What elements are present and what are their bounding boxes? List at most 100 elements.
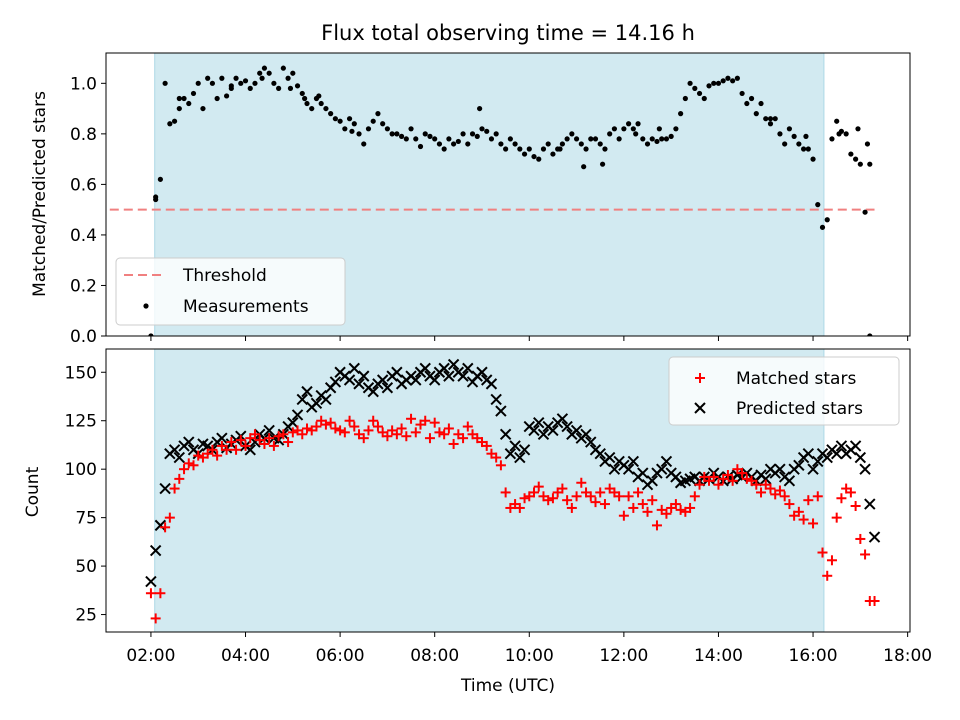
measurement-point bbox=[545, 141, 551, 147]
measurement-point bbox=[673, 126, 679, 132]
matched-star-point bbox=[249, 429, 260, 440]
measurement-point bbox=[394, 131, 400, 137]
predicted-star-point bbox=[655, 463, 668, 475]
predicted-star-point bbox=[830, 447, 843, 460]
measurement-point bbox=[503, 146, 509, 152]
matched-star-point bbox=[164, 512, 175, 523]
measurement-point bbox=[507, 136, 513, 142]
measurement-point bbox=[205, 75, 211, 81]
measurement-point bbox=[294, 83, 301, 89]
matched-star-point bbox=[311, 421, 322, 432]
measurement-point bbox=[633, 131, 639, 137]
measurement-point bbox=[687, 80, 693, 86]
predicted-star-point bbox=[301, 385, 313, 398]
predicted-star-point bbox=[438, 362, 450, 375]
matched-star-point bbox=[784, 499, 795, 510]
predicted-star-point bbox=[868, 531, 881, 543]
matched-star-point bbox=[179, 464, 190, 475]
matched-star-point bbox=[751, 479, 762, 490]
measurement-point bbox=[588, 136, 594, 142]
matched-star-point bbox=[235, 435, 246, 446]
matched-star-point bbox=[481, 440, 492, 451]
measurement-point bbox=[644, 141, 651, 147]
predicted-star-point bbox=[476, 366, 488, 378]
measurement-point bbox=[432, 136, 438, 142]
measurement-point bbox=[862, 209, 868, 215]
measurement-point bbox=[611, 126, 618, 132]
measurement-point bbox=[157, 176, 163, 182]
matched-star-point bbox=[713, 479, 724, 490]
matched-star-point bbox=[174, 473, 185, 484]
predicted-star-point bbox=[594, 447, 606, 460]
predicted-star-point bbox=[443, 370, 455, 382]
measurement-point bbox=[517, 146, 523, 152]
predicted-star-point bbox=[547, 424, 559, 437]
bottom-x-tick-label: 14:00 bbox=[694, 646, 743, 666]
predicted-star-point bbox=[556, 413, 569, 425]
measurement-point bbox=[316, 93, 322, 99]
measurement-point bbox=[706, 83, 712, 89]
matched-star-point bbox=[302, 423, 312, 434]
measurement-point bbox=[259, 75, 265, 81]
measurement-point bbox=[550, 151, 556, 157]
bottom-x-tick-label: 12:00 bbox=[599, 646, 648, 666]
measurement-point bbox=[302, 95, 308, 102]
matched-star-point bbox=[495, 460, 506, 471]
measurement-point bbox=[417, 143, 424, 150]
measurement-point bbox=[181, 95, 187, 102]
matched-star-point bbox=[145, 588, 156, 599]
measurement-point bbox=[512, 141, 518, 147]
predicted-star-point bbox=[783, 475, 796, 487]
measurement-point bbox=[786, 126, 793, 132]
predicted-star-point bbox=[216, 432, 228, 444]
measurement-point bbox=[446, 136, 452, 142]
measurement-point bbox=[498, 141, 504, 147]
matched-star-point bbox=[160, 522, 171, 533]
measurement-point bbox=[602, 146, 608, 152]
measurement-point bbox=[597, 141, 603, 147]
measurement-point bbox=[238, 80, 244, 86]
top-y-tick-label: 1.0 bbox=[70, 74, 97, 94]
measurement-point bbox=[526, 146, 532, 152]
predicted-star-point bbox=[774, 463, 786, 475]
predicted-star-point bbox=[457, 370, 469, 382]
measurement-point bbox=[190, 90, 197, 97]
measurement-point bbox=[739, 90, 745, 97]
matched-star-point bbox=[590, 497, 601, 508]
measurement-point bbox=[800, 146, 807, 152]
measurement-point bbox=[257, 70, 263, 76]
measurement-point bbox=[678, 111, 684, 117]
matched-star-point bbox=[822, 570, 833, 581]
matched-star-point bbox=[150, 613, 161, 624]
matched-star-point bbox=[562, 495, 573, 506]
bottom-x-tick-label: 08:00 bbox=[410, 646, 459, 666]
matched-star-point bbox=[420, 415, 431, 426]
measurement-point bbox=[342, 126, 348, 132]
measurement-point bbox=[864, 141, 871, 147]
measurement-point bbox=[328, 111, 334, 117]
measurement-point bbox=[573, 136, 580, 142]
matched-star-point bbox=[240, 440, 251, 451]
measurement-point bbox=[540, 146, 547, 152]
measurement-point bbox=[451, 141, 457, 147]
predicted-star-point bbox=[580, 428, 592, 440]
measurement-point bbox=[422, 131, 428, 137]
measurement-point bbox=[848, 151, 854, 157]
measurement-point bbox=[162, 80, 168, 86]
legend-matched-label: Matched stars bbox=[736, 369, 856, 389]
matched-star-point bbox=[344, 415, 355, 426]
measurement-point bbox=[176, 95, 182, 102]
measurement-point bbox=[209, 80, 216, 86]
measurement-point bbox=[715, 80, 722, 86]
measurement-point bbox=[214, 95, 220, 102]
measurement-point bbox=[810, 156, 816, 162]
measurement-point bbox=[753, 111, 759, 117]
matched-star-point bbox=[443, 423, 454, 434]
measurement-point bbox=[477, 105, 483, 112]
bottom-y-tick-label: 100 bbox=[65, 460, 97, 480]
predicted-star-point bbox=[296, 393, 308, 406]
predicted-star-point bbox=[154, 519, 167, 532]
measurement-point bbox=[290, 70, 296, 76]
predicted-star-point bbox=[353, 378, 365, 390]
matched-star-point bbox=[651, 520, 662, 531]
